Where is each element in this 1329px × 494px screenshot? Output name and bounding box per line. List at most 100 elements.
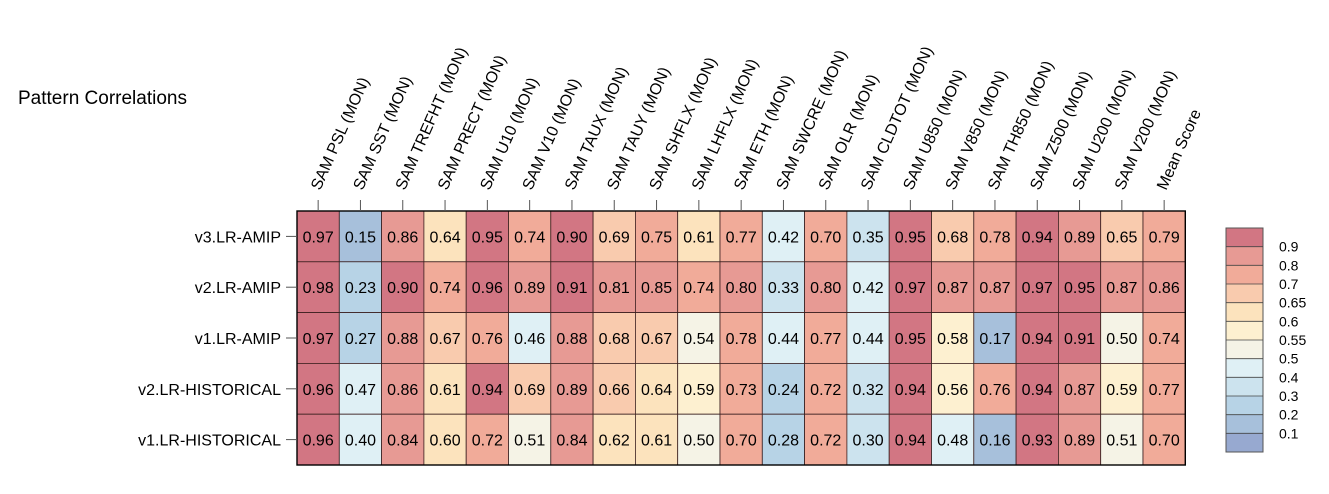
cell-value-label: 0.69 xyxy=(599,229,630,246)
cell-value-label: 0.89 xyxy=(514,280,545,297)
cell-value-label: 0.75 xyxy=(641,229,672,246)
heatmap-cell xyxy=(888,210,932,263)
cell-value-label: 0.93 xyxy=(1022,433,1053,450)
cell-value-label: 0.76 xyxy=(979,382,1010,399)
cell-value-label: 0.79 xyxy=(1149,229,1180,246)
cell-value-label: 0.27 xyxy=(345,331,376,348)
cell-value-label: 0.96 xyxy=(472,280,503,297)
heatmap-cell xyxy=(338,362,382,415)
cell-value-label: 0.69 xyxy=(514,382,545,399)
cell-value-label: 0.96 xyxy=(303,433,334,450)
heatmap-cell xyxy=(677,261,721,313)
cell-value-label: 0.88 xyxy=(556,331,587,348)
colorbar-swatch xyxy=(1226,396,1263,415)
colorbar-swatch xyxy=(1226,358,1263,378)
colorbar-swatch xyxy=(1226,340,1263,359)
heatmap-cell xyxy=(550,210,594,263)
heatmap-cell xyxy=(1015,210,1059,263)
heatmap-cell xyxy=(719,261,763,313)
heatmap-cell xyxy=(592,261,636,313)
cell-value-label: 0.95 xyxy=(895,331,926,348)
colorbar-swatch xyxy=(1226,246,1263,266)
cell-value-label: 0.59 xyxy=(683,382,714,399)
cell-value-label: 0.70 xyxy=(1149,433,1180,450)
cell-value-label: 0.47 xyxy=(345,382,376,399)
cell-value-label: 0.44 xyxy=(852,331,883,348)
cell-value-label: 0.61 xyxy=(641,433,672,450)
cell-value-label: 0.24 xyxy=(768,382,799,399)
cell-value-label: 0.74 xyxy=(683,280,714,297)
colorbar-tick-label: 0.65 xyxy=(1279,295,1306,311)
cell-value-label: 0.86 xyxy=(387,382,418,399)
cell-value-label: 0.74 xyxy=(1149,331,1180,348)
heatmap-cell xyxy=(635,210,679,263)
cell-value-label: 0.50 xyxy=(1106,331,1137,348)
cell-value-label: 0.97 xyxy=(303,331,334,348)
cell-value-label: 0.89 xyxy=(1064,433,1095,450)
cell-value-label: 0.87 xyxy=(1106,280,1137,297)
heatmap-cell xyxy=(381,261,425,313)
cell-value-label: 0.68 xyxy=(937,229,968,246)
heatmap-cell xyxy=(719,413,763,466)
heatmap-cell xyxy=(296,362,340,415)
colorbar-tick-label: 0.9 xyxy=(1279,239,1299,255)
cell-value-label: 0.67 xyxy=(641,331,672,348)
cell-value-label: 0.95 xyxy=(1064,280,1095,297)
cell-value-label: 0.95 xyxy=(472,229,503,246)
cell-value-label: 0.80 xyxy=(726,280,757,297)
heatmap-cell xyxy=(592,362,636,415)
cell-value-label: 0.97 xyxy=(895,280,926,297)
heatmap-cell xyxy=(635,312,679,364)
heatmap-cell xyxy=(635,362,679,415)
cell-value-label: 0.66 xyxy=(599,382,630,399)
heatmap-cell xyxy=(465,413,509,466)
cell-value-label: 0.23 xyxy=(345,280,376,297)
row-label: v2.LR-AMIP xyxy=(195,280,281,297)
heatmap-cell xyxy=(846,210,890,263)
cell-value-label: 0.94 xyxy=(895,433,926,450)
cell-value-label: 0.15 xyxy=(345,229,376,246)
cell-value-label: 0.96 xyxy=(303,382,334,399)
cell-value-label: 0.91 xyxy=(556,280,587,297)
cell-value-label: 0.17 xyxy=(979,331,1010,348)
heatmap-cell xyxy=(846,362,890,415)
heatmap-cell xyxy=(804,312,848,364)
colorbar-tick-label: 0.3 xyxy=(1279,388,1299,404)
cell-value-label: 0.16 xyxy=(979,433,1010,450)
cell-value-label: 0.77 xyxy=(810,331,841,348)
row-label: v1.LR-HISTORICAL xyxy=(138,433,281,450)
heatmap-cell xyxy=(677,362,721,415)
cell-value-label: 0.48 xyxy=(937,433,968,450)
cell-value-label: 0.33 xyxy=(768,280,799,297)
heatmap-cell xyxy=(338,312,382,364)
cell-value-label: 0.28 xyxy=(768,433,799,450)
heatmap-cell xyxy=(931,312,975,364)
colorbar-swatch xyxy=(1226,302,1263,322)
heatmap-cell xyxy=(1142,261,1186,313)
cell-value-label: 0.84 xyxy=(556,433,587,450)
cell-value-label: 0.51 xyxy=(1106,433,1137,450)
cell-value-label: 0.72 xyxy=(472,433,503,450)
heatmap-cell xyxy=(423,312,467,364)
heatmap-cell xyxy=(973,261,1017,313)
heatmap-cell xyxy=(761,312,805,364)
cell-value-label: 0.87 xyxy=(937,280,968,297)
row-label: v2.LR-HISTORICAL xyxy=(138,382,281,399)
cell-value-label: 0.51 xyxy=(514,433,545,450)
column-label: Mean Score xyxy=(1154,107,1205,193)
heatmap-cell xyxy=(973,362,1017,415)
heatmap-cell xyxy=(931,261,975,313)
cell-value-label: 0.74 xyxy=(514,229,545,246)
heatmap-cell xyxy=(592,312,636,364)
heatmap-cell xyxy=(761,261,805,313)
cell-value-label: 0.88 xyxy=(387,331,418,348)
cell-value-label: 0.73 xyxy=(726,382,757,399)
heatmap-cell xyxy=(1058,413,1102,466)
cell-value-label: 0.64 xyxy=(641,382,672,399)
heatmap-cell xyxy=(508,261,552,313)
row-label: v3.LR-AMIP xyxy=(195,229,281,246)
heatmap-cell xyxy=(804,362,848,415)
cell-value-label: 0.87 xyxy=(1064,382,1095,399)
heatmap-cell xyxy=(677,413,721,466)
colorbar-swatch xyxy=(1226,377,1263,396)
